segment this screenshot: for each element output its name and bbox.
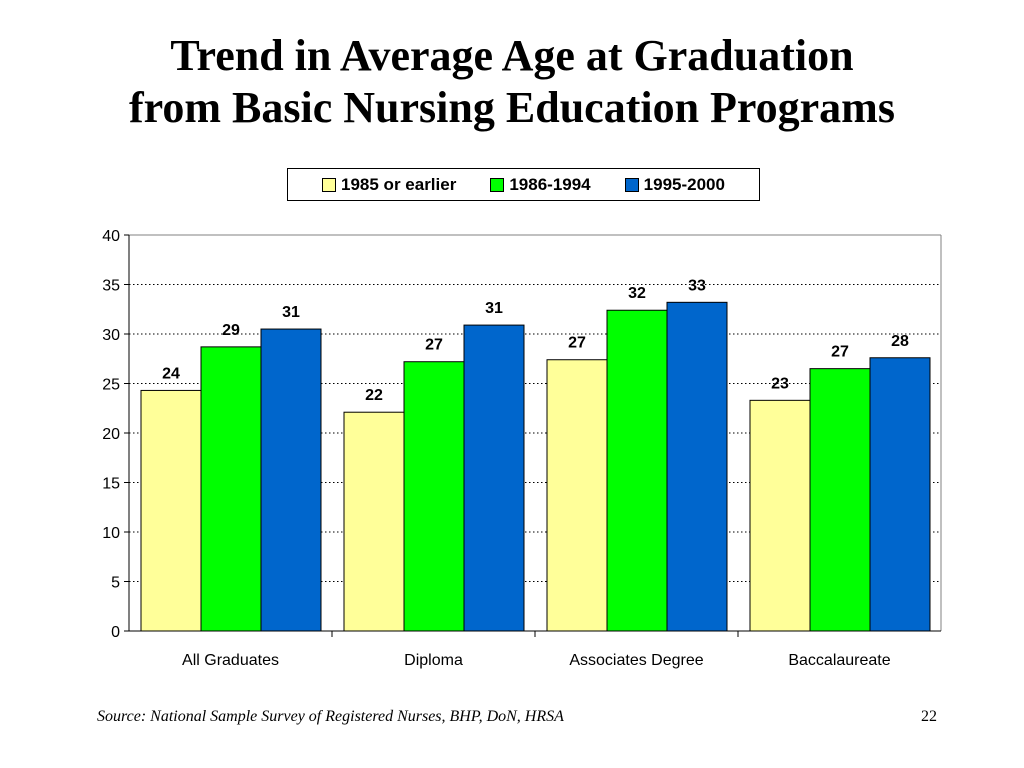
bar-1986-1994-diploma	[403, 361, 465, 632]
y-tick-label-25: 25	[102, 377, 120, 394]
y-tick-label-40: 40	[102, 228, 120, 245]
bar-1995-2000-all-graduates	[260, 328, 322, 632]
data-label-1986-1994-associates-degree: 32	[628, 285, 646, 302]
data-label-1985-or-earlier-all-graduates: 24	[162, 365, 180, 382]
bar-1995-2000-associates-degree	[666, 301, 728, 632]
source-note: Source: National Sample Survey of Regist…	[97, 708, 564, 725]
bar-1985-or-earlier-diploma	[343, 411, 405, 632]
legend-item-1985-or-earlier: 1985 or earlier	[322, 175, 456, 195]
slide-title-line-1: Trend in Average Age at Graduation	[170, 31, 854, 80]
data-label-1995-2000-baccalaureate: 28	[891, 333, 909, 350]
slide-title-line-2: from Basic Nursing Education Programs	[129, 83, 895, 132]
data-label-1985-or-earlier-diploma: 22	[365, 387, 383, 404]
data-label-1986-1994-diploma: 27	[425, 337, 443, 354]
legend-swatch-1985-or-earlier	[322, 177, 337, 192]
legend-label-1985-or-earlier: 1985 or earlier	[341, 174, 457, 194]
chart-legend: 1985 or earlier 1986-1994 1995-2000	[287, 168, 760, 201]
x-tick-label-associates-degree: Associates Degree	[569, 652, 703, 669]
bar-1995-2000-baccalaureate	[869, 357, 931, 632]
bar-1986-1994-baccalaureate	[809, 368, 871, 632]
x-tick-label-diploma: Diploma	[404, 652, 463, 669]
x-tick-label-baccalaureate: Baccalaureate	[788, 652, 890, 669]
legend-swatch-1995-2000	[624, 177, 639, 192]
data-label-1995-2000-associates-degree: 33	[688, 277, 706, 294]
bar-1985-or-earlier-associates-degree	[546, 359, 608, 632]
legend-label-1995-2000: 1995-2000	[643, 174, 725, 194]
bar-1986-1994-associates-degree	[606, 309, 668, 632]
page-number: 22	[921, 708, 937, 725]
data-label-1985-or-earlier-baccalaureate: 23	[771, 375, 789, 392]
y-tick-label-0: 0	[111, 624, 120, 641]
legend-swatch-1986-1994	[490, 177, 505, 192]
bar-1986-1994-all-graduates	[200, 346, 262, 632]
bar-1995-2000-diploma	[463, 324, 525, 632]
y-tick-label-30: 30	[102, 327, 120, 344]
legend-item-1986-1994: 1986-1994	[490, 174, 591, 195]
legend-label-1986-1994: 1986-1994	[509, 174, 591, 194]
y-tick-label-15: 15	[102, 476, 120, 493]
y-tick-label-35: 35	[102, 278, 120, 295]
data-label-1995-2000-diploma: 31	[485, 300, 503, 317]
data-label-1985-or-earlier-associates-degree: 27	[568, 335, 586, 352]
y-tick-label-5: 5	[111, 575, 120, 592]
legend-item-1995-2000: 1995-2000	[624, 174, 725, 195]
slide-title: Trend in Average Age at Graduation from …	[0, 30, 1024, 134]
data-label-1995-2000-all-graduates: 31	[282, 304, 300, 321]
bar-1985-or-earlier-baccalaureate	[749, 399, 811, 632]
x-tick-label-all-graduates: All Graduates	[182, 652, 279, 669]
data-label-1986-1994-baccalaureate: 27	[831, 344, 849, 361]
data-label-1986-1994-all-graduates: 29	[222, 322, 240, 339]
y-tick-label-10: 10	[102, 525, 120, 542]
bar-1985-or-earlier-all-graduates	[140, 389, 202, 632]
y-tick-label-20: 20	[102, 426, 120, 443]
